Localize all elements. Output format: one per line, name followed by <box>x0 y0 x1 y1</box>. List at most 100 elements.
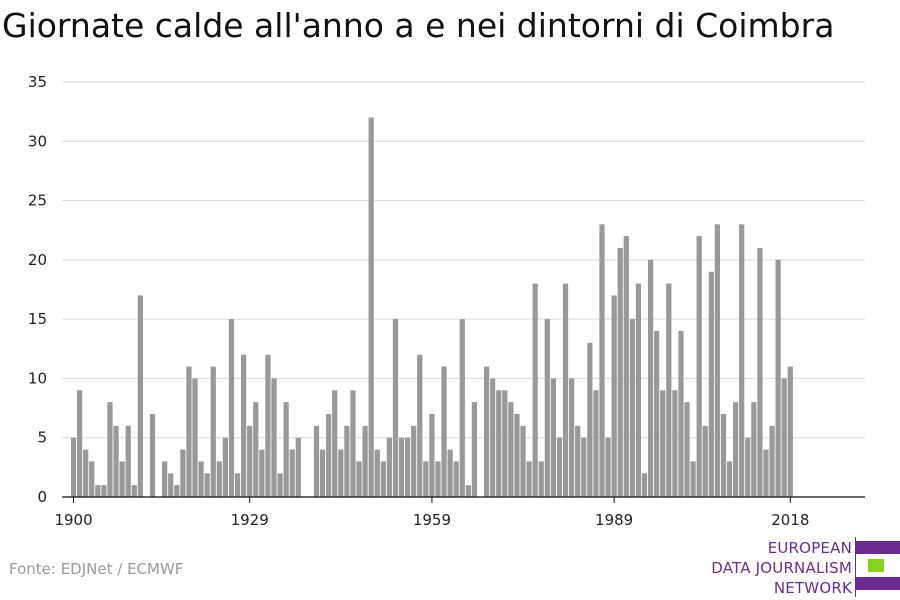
bar-1924 <box>216 461 222 497</box>
bar-1965 <box>465 485 471 497</box>
x-tick-label: 1929 <box>231 511 269 529</box>
bar-1955 <box>405 437 411 497</box>
bar-1941 <box>319 449 326 497</box>
bar-1940 <box>313 425 320 497</box>
bar-1904 <box>95 485 101 497</box>
bar-1917 <box>174 485 180 497</box>
bar-1936 <box>289 449 295 497</box>
bar-1996 <box>654 331 660 497</box>
bar-2005 <box>708 271 714 497</box>
bar-1966 <box>471 402 478 497</box>
bar-1986 <box>593 390 599 497</box>
y-axis-ticks: 0 5 10 15 20 25 30 35 <box>28 73 47 506</box>
y-tick-label: 5 <box>37 429 47 447</box>
bar-1973 <box>514 414 520 497</box>
bar-1932 <box>265 354 271 497</box>
bar-1921 <box>198 461 204 497</box>
bar-2012 <box>751 402 757 497</box>
bar-1981 <box>562 283 569 497</box>
bar-1907 <box>113 425 119 497</box>
bar-1951 <box>380 461 386 497</box>
logo-bar-purple-bottom <box>856 577 900 590</box>
bar-1970 <box>496 390 502 497</box>
bar-1930 <box>253 402 259 497</box>
bar-1922 <box>204 473 210 497</box>
bar-1997 <box>660 390 666 497</box>
bar-1915 <box>162 461 168 497</box>
bar-1956 <box>411 425 417 497</box>
bar-2017 <box>781 378 787 497</box>
bar-1931 <box>259 449 265 497</box>
bar-2003 <box>696 236 702 497</box>
logo-line-3: NETWORK <box>773 579 852 597</box>
y-tick-label: 35 <box>28 73 47 91</box>
bar-1918 <box>180 449 186 497</box>
bar-1950 <box>374 449 380 497</box>
bar-1969 <box>490 378 496 497</box>
bar-1958 <box>423 461 429 497</box>
bar-1920 <box>192 378 198 497</box>
bar-1959 <box>429 414 435 497</box>
bar-1961 <box>441 366 447 497</box>
y-tick-label: 10 <box>28 369 47 387</box>
bar-2008 <box>726 461 733 497</box>
bar-1902 <box>83 449 89 497</box>
bar-1947 <box>356 461 362 497</box>
bar-1949 <box>368 117 374 498</box>
y-tick-label: 0 <box>37 488 47 506</box>
bar-1946 <box>350 390 356 497</box>
x-tick-label: 2018 <box>771 511 809 529</box>
y-tick-label: 25 <box>28 192 47 210</box>
bar-1913 <box>149 414 156 497</box>
bar-1934 <box>277 473 283 497</box>
bar-1925 <box>222 437 229 497</box>
bar-1998 <box>666 283 672 497</box>
bar-1994 <box>641 473 648 497</box>
bar-2015 <box>769 425 775 497</box>
bar-2001 <box>684 402 690 497</box>
bar-2010 <box>739 224 745 498</box>
bar-1944 <box>338 449 344 497</box>
x-tick-label: 1959 <box>413 511 451 529</box>
bar-2018 <box>787 366 793 497</box>
bar-1980 <box>556 437 563 497</box>
logo-line-2: DATA JOURNALISM <box>711 559 852 577</box>
bar-1964 <box>459 319 465 497</box>
bar-2009 <box>733 402 739 497</box>
bar-1954 <box>398 437 405 497</box>
bar-1990 <box>617 248 623 497</box>
edjnet-logo: EUROPEAN DATA JOURNALISM NETWORK <box>700 537 900 597</box>
bar-1953 <box>392 319 399 497</box>
bar-2007 <box>720 414 727 497</box>
bar-1906 <box>107 402 113 497</box>
y-tick-label: 30 <box>28 132 47 150</box>
bar-1976 <box>532 283 538 497</box>
bar-2004 <box>702 425 708 497</box>
bar-2016 <box>775 259 781 497</box>
bar-1900 <box>70 437 77 497</box>
bar-1933 <box>271 378 277 497</box>
bar-1983 <box>575 425 581 497</box>
bar-1989 <box>611 295 617 497</box>
logo-text: EUROPEAN DATA JOURNALISM NETWORK <box>711 538 852 598</box>
bar-2002 <box>690 461 696 497</box>
bar-1987 <box>599 224 605 498</box>
bar-1971 <box>502 390 508 497</box>
logo-divider <box>855 537 856 597</box>
bar-1919 <box>186 366 192 497</box>
x-tick-label: 1989 <box>595 511 633 529</box>
bars <box>70 117 793 498</box>
bar-2013 <box>757 248 763 497</box>
bar-1910 <box>131 485 137 497</box>
bar-1992 <box>629 319 635 497</box>
source-note: Fonte: EDJNet / ECMWF <box>9 560 184 578</box>
bar-2006 <box>714 224 721 498</box>
bar-1974 <box>520 425 526 497</box>
bar-1923 <box>210 366 216 497</box>
bar-1984 <box>581 437 587 497</box>
bar-1908 <box>119 461 125 497</box>
bar-1991 <box>623 236 629 497</box>
bar-1903 <box>89 461 95 497</box>
bar-1968 <box>483 366 490 497</box>
